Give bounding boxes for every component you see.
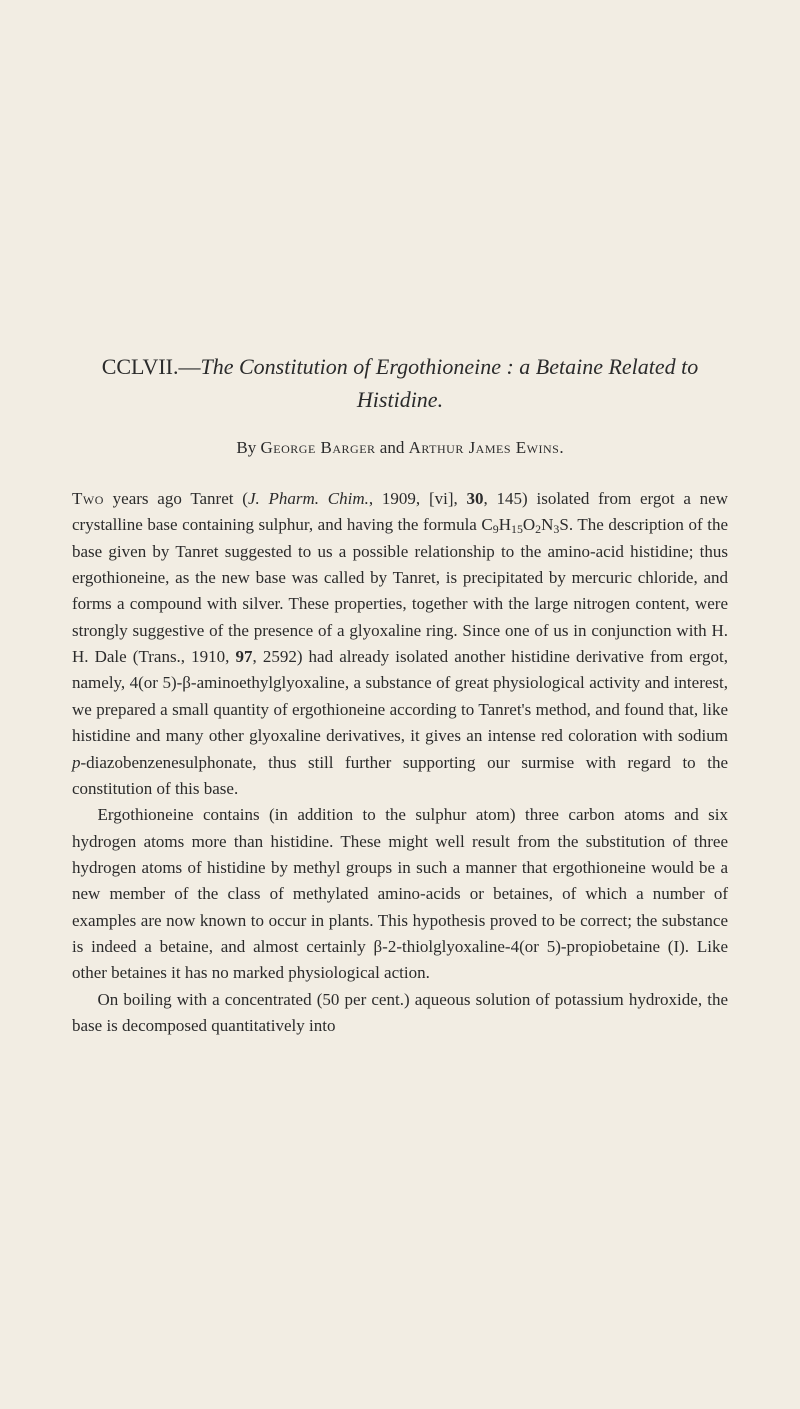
p1-t4: H xyxy=(499,515,511,534)
title-italic-text: The Constitution of Ergothioneine : a Be… xyxy=(201,354,699,412)
page: CCLVII.—The Constitution of Ergothionein… xyxy=(0,0,800,1409)
p1-p-italic: p xyxy=(72,753,81,772)
byline-mid: and xyxy=(376,438,409,457)
paragraph-3: On boiling with a concentrated (50 per c… xyxy=(72,987,728,1040)
author-1: George Barger xyxy=(261,438,376,457)
p1-t5: O xyxy=(523,515,535,534)
p1-t9: -diazobenzenesulphonate, thus still furt… xyxy=(72,753,728,798)
p1-t1: years ago Tanret ( xyxy=(104,489,248,508)
article-title: CCLVII.—The Constitution of Ergothionein… xyxy=(72,350,728,416)
p1-vol-bold-2: 97 xyxy=(235,647,252,666)
p1-t2: , 1909, [vi], xyxy=(369,489,467,508)
title-roman-numeral: CCLVII.— xyxy=(102,354,201,379)
p1-journal-italic: J. Pharm. Chim. xyxy=(248,489,369,508)
byline-prefix: By xyxy=(236,438,260,457)
byline-suffix: . xyxy=(559,438,563,457)
paragraph-2: Ergothioneine contains (in addition to t… xyxy=(72,802,728,986)
p1-vol-bold-1: 30 xyxy=(467,489,484,508)
p1-t6: N xyxy=(541,515,553,534)
byline: By George Barger and Arthur James Ewins. xyxy=(72,438,728,458)
author-2: Arthur James Ewins xyxy=(409,438,560,457)
paragraph-1: Two years ago Tanret (J. Pharm. Chim., 1… xyxy=(72,486,728,802)
formula-sub-2: 15 xyxy=(511,522,523,536)
p1-t7: S. The description of the base given by … xyxy=(72,515,728,666)
p2-text: Ergothioneine contains (in addition to t… xyxy=(72,805,728,982)
lead-word: Two xyxy=(72,489,104,508)
p3-text: On boiling with a concentrated (50 per c… xyxy=(72,990,728,1035)
